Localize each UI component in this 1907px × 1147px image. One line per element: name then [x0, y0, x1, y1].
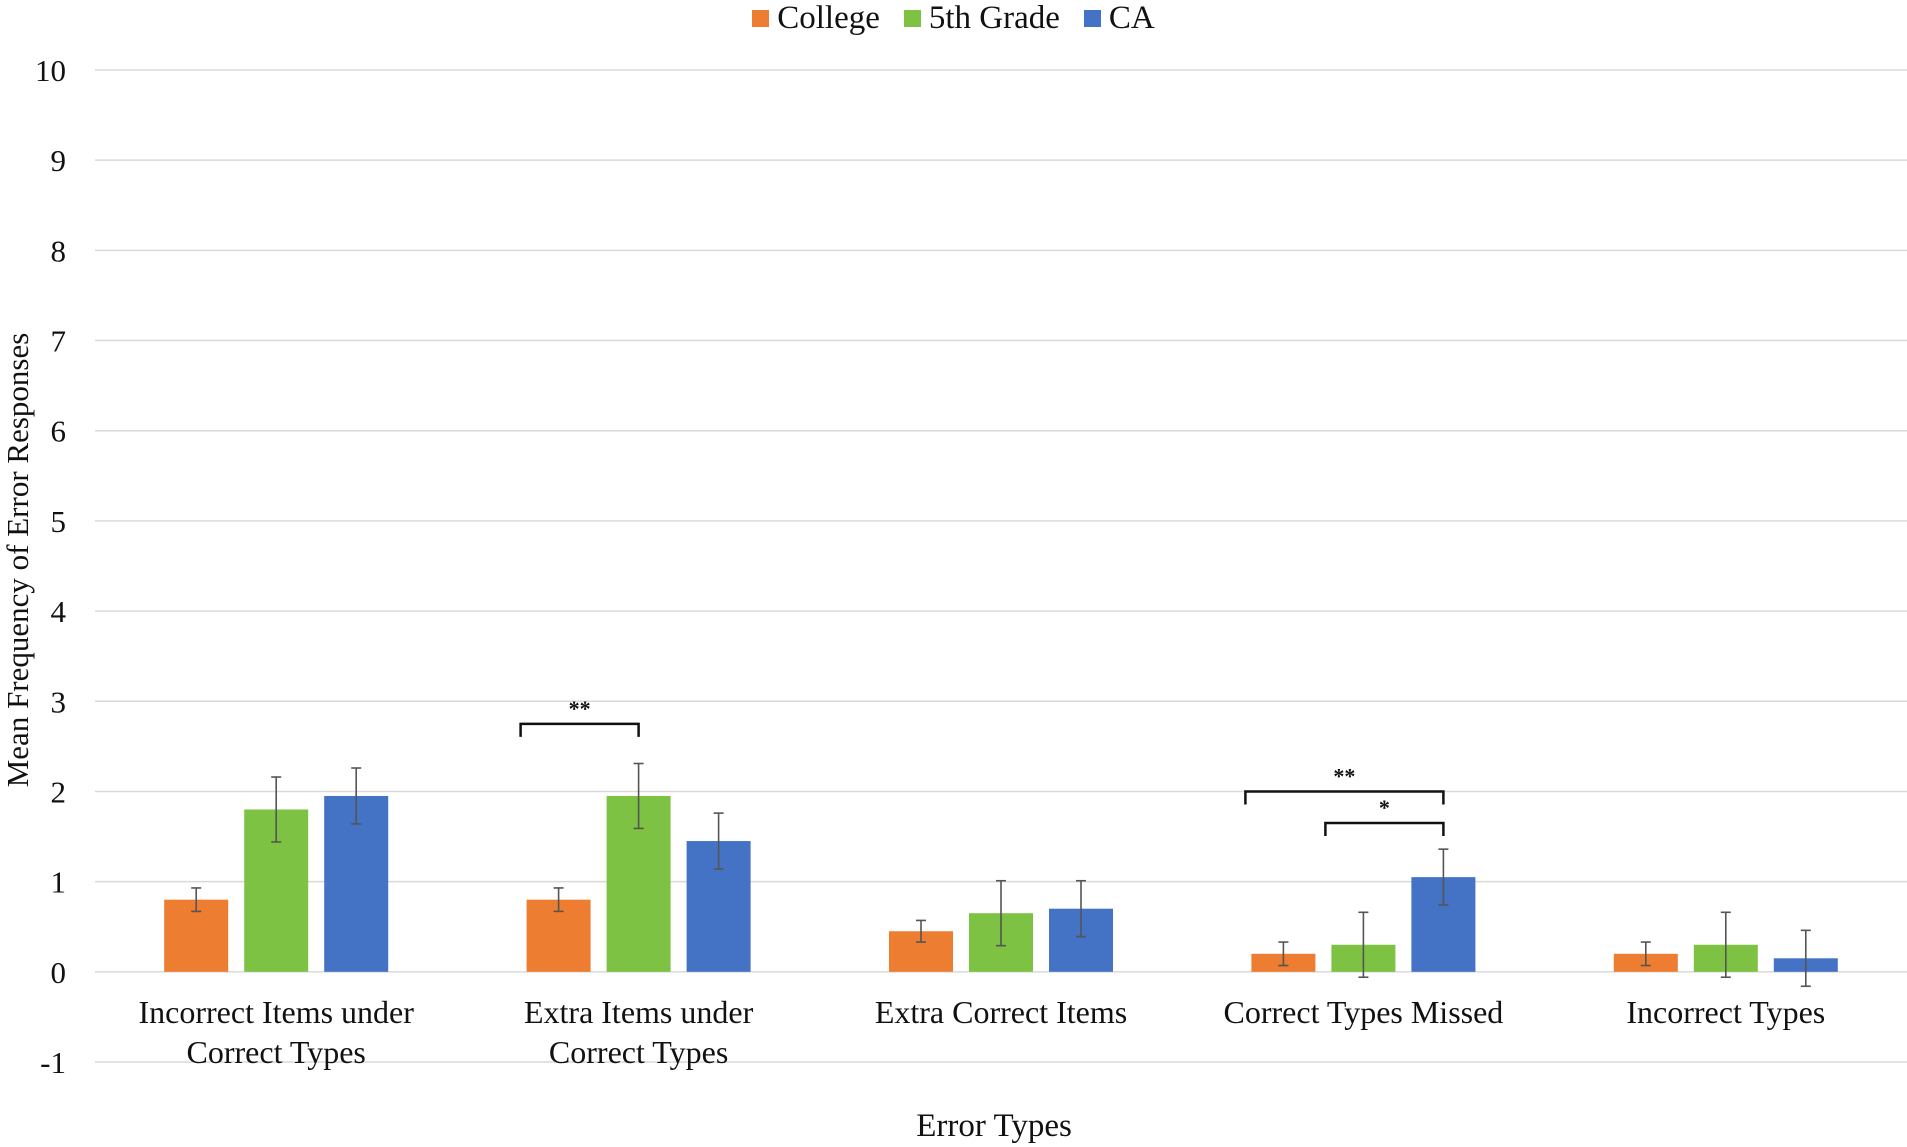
x-tick-label: Extra Correct Items [875, 994, 1127, 1030]
y-tick-label: 6 [51, 414, 67, 449]
y-axis-label: Mean Frequency of Error Responses [0, 333, 35, 788]
significance-label: ** [1333, 763, 1355, 788]
significance-bracket [1244, 790, 1445, 805]
legend-item-ca: CA [1083, 0, 1155, 37]
x-tick-label-line: Incorrect Items under [138, 994, 414, 1030]
legend-label-5th-grade: 5th Grade [928, 0, 1060, 36]
y-tick-label: 4 [51, 594, 67, 629]
bars [164, 795, 1838, 972]
significance-brackets: ***** [519, 696, 1445, 837]
y-tick-label: 5 [51, 504, 67, 539]
x-tick-labels: Incorrect Items under Correct TypesExtra … [138, 994, 1825, 1070]
x-tick-label-line: Correct Types [187, 1034, 366, 1070]
y-tick-label: 2 [51, 774, 67, 809]
significance-bracket [1324, 821, 1445, 837]
y-tick-label: 0 [51, 955, 67, 990]
significance-label: * [1379, 795, 1390, 820]
x-tick-label: Incorrect Items under Correct Types [138, 994, 414, 1070]
x-tick-label-line: Correct Types Missed [1224, 994, 1504, 1030]
x-tick-label-line: Incorrect Types [1626, 994, 1825, 1030]
significance-bracket [519, 722, 640, 737]
x-tick-label-line: Extra Items under [524, 994, 754, 1030]
legend-swatch-5th-grade [903, 9, 921, 27]
legend-item-5th-grade: 5th Grade [903, 0, 1060, 37]
y-tick-label: -1 [40, 1045, 66, 1080]
y-tick-labels: -1 0 1 2 3 4 5 6 7 8 9 10 [35, 53, 67, 1080]
x-tick-label: Incorrect Types [1626, 994, 1825, 1030]
legend-item-college: College [752, 0, 880, 37]
x-tick-label: Correct Types Missed [1224, 994, 1504, 1030]
x-tick-label-line: Extra Correct Items [875, 994, 1127, 1030]
significance-label: ** [569, 696, 591, 721]
legend-swatch-college [752, 9, 770, 27]
legend-label-college: College [777, 0, 880, 36]
y-tick-label: 8 [51, 233, 67, 268]
y-tick-label: 7 [51, 324, 67, 359]
legend-label-ca: CA [1108, 0, 1155, 36]
legend-swatch-ca [1083, 9, 1101, 27]
y-tick-label: 3 [51, 684, 67, 719]
y-tick-label: 9 [51, 143, 67, 178]
legend: College 5th Grade CA [0, 0, 1907, 36]
x-tick-label-line: Correct Types [549, 1034, 728, 1070]
x-tick-label: Extra Items under Correct Types [524, 994, 754, 1070]
error-bars [191, 762, 1811, 988]
x-axis-label: Error Types [916, 1108, 1072, 1144]
bar-ca [324, 795, 389, 972]
y-tick-label: 1 [51, 865, 67, 900]
y-tick-label: 10 [35, 53, 66, 88]
